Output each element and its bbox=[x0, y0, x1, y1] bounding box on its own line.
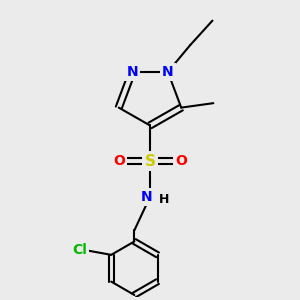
Text: O: O bbox=[175, 154, 187, 168]
Text: H: H bbox=[159, 193, 169, 206]
Text: N: N bbox=[162, 65, 174, 79]
Text: O: O bbox=[113, 154, 125, 168]
Text: N: N bbox=[141, 190, 152, 204]
Text: Cl: Cl bbox=[73, 243, 87, 257]
Text: S: S bbox=[145, 154, 155, 169]
Text: N: N bbox=[126, 65, 138, 79]
